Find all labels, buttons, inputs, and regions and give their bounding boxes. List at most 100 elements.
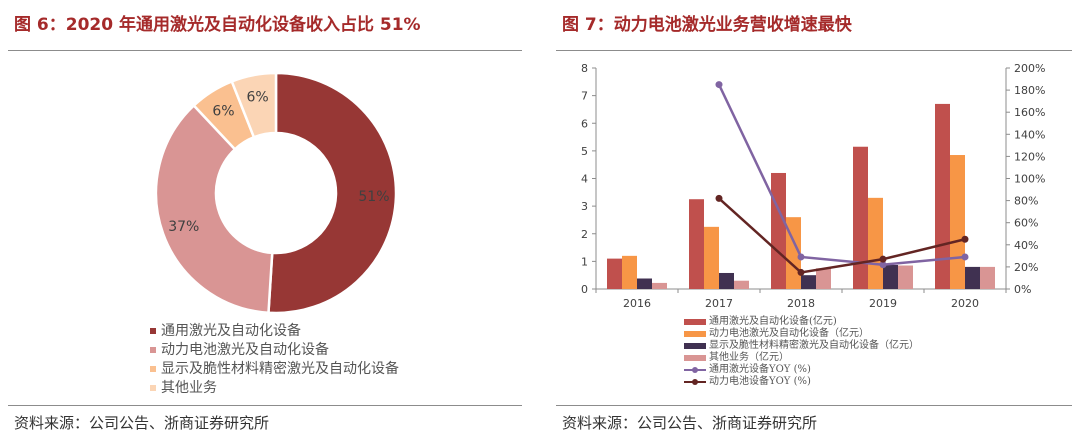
donut-legend-item-3: 显示及脆性材料精密激光及自动化设备 bbox=[150, 360, 399, 379]
donut-legend-item-1: 通用激光及自动化设备 bbox=[150, 322, 399, 341]
donut-slice-label-2: 37% bbox=[168, 219, 199, 235]
combo-legend-key bbox=[684, 329, 706, 339]
y-left-tick-label: 7 bbox=[581, 90, 588, 103]
right-figure-panel: 图 7：动力电池激光业务营收增速最快 0 1 2 3 4 5 6 7 8 0% 20% 40% 60% 8… bbox=[548, 0, 1080, 444]
line-point-2 bbox=[879, 255, 887, 263]
right-source-rule bbox=[556, 405, 1072, 406]
donut-legend: 通用激光及自动化设备动力电池激光及自动化设备显示及脆性材料精密激光及自动化设备其… bbox=[150, 322, 399, 398]
donut-legend-label: 显示及脆性材料精密激光及自动化设备 bbox=[161, 361, 399, 377]
y-right-tick-label: 100% bbox=[1014, 173, 1045, 186]
y-right-tick-label: 200% bbox=[1014, 62, 1045, 75]
bar-series1-2016 bbox=[607, 258, 622, 289]
x-tick-label: 2020 bbox=[951, 297, 979, 310]
left-source-note: 资料来源：公司公告、浙商证券研究所 bbox=[14, 414, 270, 432]
donut-legend-swatch bbox=[150, 366, 156, 372]
donut-legend-label: 动力电池激光及自动化设备 bbox=[161, 342, 329, 358]
donut-legend-label: 其他业务 bbox=[161, 380, 217, 396]
right-title-rule bbox=[556, 50, 1072, 51]
bar-series3-2019 bbox=[883, 264, 898, 289]
bar-series3-2020 bbox=[965, 266, 980, 289]
donut-legend-label: 通用激光及自动化设备 bbox=[161, 323, 301, 339]
y-right-tick-label: 40% bbox=[1014, 239, 1038, 252]
y-left-tick-label: 6 bbox=[581, 117, 588, 130]
combo-legend-item-3: 显示及脆性材料精密激光及自动化设备（亿元） bbox=[684, 340, 919, 352]
donut-slice-2 bbox=[154, 103, 274, 315]
line-point-2 bbox=[715, 194, 723, 202]
combo-legend-label: 动力电池设备YOY (%) bbox=[709, 376, 811, 387]
line-series-1 bbox=[717, 84, 966, 266]
bar-series1-2018 bbox=[771, 172, 786, 289]
bar-series2-2020 bbox=[950, 155, 965, 289]
donut-slice-4 bbox=[230, 71, 278, 139]
bar-series1-2020 bbox=[935, 103, 950, 289]
y-left-tick-label: 8 bbox=[581, 62, 588, 75]
combo-legend-label: 其他业务（亿元） bbox=[709, 352, 789, 363]
combo-legend-label: 显示及脆性材料精密激光及自动化设备（亿元） bbox=[709, 340, 919, 351]
y-right-tick-label: 0% bbox=[1014, 283, 1031, 296]
donut-slice-label-4: 6% bbox=[247, 90, 269, 106]
line-series-2 bbox=[718, 197, 966, 274]
y-left-tick-label: 3 bbox=[581, 200, 588, 213]
combo-legend-key bbox=[684, 353, 706, 363]
line-point-1 bbox=[715, 81, 723, 89]
combo-legend-key bbox=[684, 377, 706, 387]
bar-series1-2019 bbox=[853, 146, 868, 289]
x-tick-label: 2016 bbox=[623, 297, 651, 310]
bar-series4-2019 bbox=[898, 265, 913, 289]
combo-legend-item-6: 动力电池设备YOY (%) bbox=[684, 376, 919, 388]
donut-legend-swatch bbox=[150, 385, 156, 391]
bar-series3-2017 bbox=[719, 272, 734, 289]
bar-series3-2018 bbox=[801, 275, 816, 289]
line-point-1 bbox=[797, 253, 805, 261]
line-point-1 bbox=[961, 253, 969, 261]
combo-legend-label: 通用激光及自动化设备(亿元) bbox=[709, 316, 837, 327]
y-right-tick-label: 140% bbox=[1014, 128, 1045, 141]
bar-series3-2016 bbox=[637, 278, 652, 289]
combo-legend-key bbox=[684, 365, 706, 375]
combo-legend-item-1: 通用激光及自动化设备(亿元) bbox=[684, 316, 919, 328]
bar-series2-2017 bbox=[704, 226, 719, 289]
bar-series4-2020 bbox=[980, 266, 995, 289]
donut-slice-1 bbox=[267, 71, 398, 315]
y-left-tick-label: 4 bbox=[581, 173, 588, 186]
donut-chart: 51% 37% 6% 6% bbox=[154, 71, 398, 315]
donut-slice-label-1: 51% bbox=[358, 189, 389, 205]
right-source-note: 资料来源：公司公告、浙商证券研究所 bbox=[562, 414, 818, 432]
bar-series1-2017 bbox=[689, 199, 704, 289]
y-left-tick-label: 1 bbox=[581, 255, 588, 268]
donut-legend-swatch bbox=[150, 347, 156, 353]
left-figure-title: 图 6：2020 年通用激光及自动化设备收入占比 51% bbox=[14, 15, 421, 35]
y-right-tick-label: 80% bbox=[1014, 195, 1038, 208]
y-right-tick-label: 20% bbox=[1014, 261, 1038, 274]
y-left-tick-label: 5 bbox=[581, 145, 588, 158]
combo-legend-item-4: 其他业务（亿元） bbox=[684, 352, 919, 364]
bar-series4-2018 bbox=[816, 268, 831, 289]
right-figure-title: 图 7：动力电池激光业务营收增速最快 bbox=[562, 15, 852, 35]
bar-series4-2017 bbox=[734, 280, 749, 289]
y-right-tick-label: 160% bbox=[1014, 106, 1045, 119]
combo-legend-key bbox=[684, 341, 706, 351]
bar-series4-2016 bbox=[652, 282, 667, 289]
combo-legend-item-2: 动力电池激光及自动化设备（亿元） bbox=[684, 328, 919, 340]
combo-legend-label: 通用激光设备YOY (%) bbox=[709, 364, 811, 375]
line-point-2 bbox=[961, 235, 969, 243]
line-point-2 bbox=[797, 268, 805, 276]
y-right-tick-label: 60% bbox=[1014, 217, 1038, 230]
y-left-tick-label: 2 bbox=[581, 228, 588, 241]
y-right-tick-label: 120% bbox=[1014, 150, 1045, 163]
x-tick-label: 2017 bbox=[705, 297, 733, 310]
line-point-1 bbox=[879, 261, 887, 269]
donut-legend-item-4: 其他业务 bbox=[150, 379, 399, 398]
y-left-tick-label: 0 bbox=[581, 283, 588, 296]
x-tick-label: 2018 bbox=[787, 297, 815, 310]
combo-chart: 0123456780%20%40%60%80%100%120%140%160%1… bbox=[581, 62, 1045, 310]
combo-legend-key bbox=[684, 317, 706, 327]
bar-series2-2016 bbox=[622, 255, 637, 289]
donut-legend-item-2: 动力电池激光及自动化设备 bbox=[150, 341, 399, 360]
combo-legend-item-5: 通用激光设备YOY (%) bbox=[684, 364, 919, 376]
x-tick-label: 2019 bbox=[869, 297, 897, 310]
combo-legend-label: 动力电池激光及自动化设备（亿元） bbox=[709, 328, 869, 339]
left-figure-panel: 图 6：2020 年通用激光及自动化设备收入占比 51% 51% 37% 6% 6% … bbox=[0, 0, 530, 444]
donut-legend-swatch bbox=[150, 328, 156, 334]
left-title-rule bbox=[8, 50, 522, 51]
